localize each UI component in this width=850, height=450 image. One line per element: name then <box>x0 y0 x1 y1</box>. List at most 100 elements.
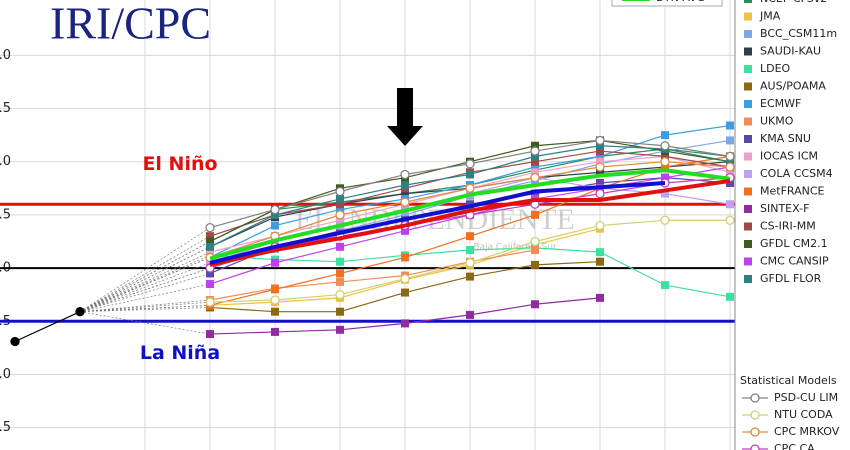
average-line <box>209 180 666 265</box>
legend-label: MetFRANCE <box>760 185 825 198</box>
threshold-label: La Niña <box>140 342 220 364</box>
legend-label: CMC CANSIP <box>760 255 829 268</box>
point <box>10 336 20 347</box>
legend-label: GFDL CM2.1 <box>760 237 828 250</box>
point <box>530 146 540 156</box>
connector <box>79 267 211 313</box>
point <box>531 246 539 254</box>
connector <box>79 235 211 313</box>
legend-heading: Statistical Models <box>740 374 837 387</box>
legend-swatch <box>744 47 752 56</box>
legend-swatch <box>744 222 752 231</box>
point <box>531 300 539 309</box>
point <box>205 297 215 307</box>
legend-swatch <box>750 410 760 420</box>
point <box>401 253 409 262</box>
point <box>531 157 539 166</box>
point <box>531 260 539 269</box>
connector <box>79 246 211 313</box>
connector <box>79 227 211 312</box>
legend-label: PSD-CU LIM <box>774 391 838 404</box>
legend-swatch <box>744 257 752 266</box>
point <box>596 248 604 257</box>
point <box>336 325 344 334</box>
legend-swatch <box>750 427 760 437</box>
point <box>466 200 474 209</box>
point <box>465 159 475 169</box>
legend-swatch <box>744 30 752 38</box>
point <box>206 269 214 278</box>
point <box>466 170 474 179</box>
average-line <box>209 178 731 267</box>
point <box>336 269 344 278</box>
point <box>206 232 214 241</box>
legend-label: SINTEX-F <box>760 202 809 215</box>
point <box>726 292 734 301</box>
legend-box <box>734 0 850 450</box>
legend-label: ECMWF <box>760 97 801 110</box>
point <box>725 151 735 162</box>
point <box>661 163 669 172</box>
point <box>596 293 604 302</box>
legend-label: NTU CODA <box>774 408 833 421</box>
arrow <box>387 88 423 146</box>
point <box>271 210 279 219</box>
legend-swatch <box>750 393 760 403</box>
point <box>596 257 604 266</box>
legend-label: DYN AVG <box>656 0 705 4</box>
legend: NCEP CFSv2 JMA BCC_CSM11m SAUDI-KAU LDEO AUS/… <box>734 0 850 450</box>
point <box>530 173 540 183</box>
point <box>401 189 409 198</box>
legend-label: JMA <box>759 10 781 23</box>
legend-label: NCEP CFSv2 <box>760 0 827 5</box>
point <box>401 210 409 219</box>
point <box>531 168 539 177</box>
point <box>270 295 280 305</box>
point <box>726 168 734 177</box>
point <box>336 226 344 235</box>
point <box>531 163 539 172</box>
point <box>205 223 215 233</box>
point <box>336 194 344 203</box>
point <box>206 330 214 339</box>
legend-label: UKMO <box>760 115 794 128</box>
plot <box>10 121 735 347</box>
connector <box>79 301 211 313</box>
y-tick-label: 1.0 <box>0 154 11 169</box>
connector <box>79 299 211 313</box>
legend-swatch <box>744 152 752 161</box>
point <box>661 173 669 182</box>
connector <box>79 311 211 335</box>
legend-label: KMA SNU <box>760 132 811 145</box>
y-tick-label: -1.5 <box>0 420 11 435</box>
legend-label: CPC CA <box>774 442 815 450</box>
point <box>401 226 409 235</box>
point <box>726 136 734 145</box>
point <box>336 257 344 266</box>
y-tick-label: 2.0 <box>0 48 11 63</box>
point <box>726 178 734 187</box>
point <box>596 147 604 156</box>
point <box>596 157 604 166</box>
point <box>595 220 605 231</box>
point <box>661 189 669 198</box>
connector <box>79 273 211 313</box>
point <box>660 215 670 225</box>
point <box>336 205 344 214</box>
series-line <box>14 311 81 343</box>
threshold-label: El Niño <box>142 153 217 175</box>
point <box>661 131 669 140</box>
legend-label: SAUDI-KAU <box>760 45 821 58</box>
legend-swatch <box>744 0 752 3</box>
point <box>336 277 344 286</box>
point <box>466 232 474 241</box>
point <box>271 327 279 336</box>
connector <box>79 307 211 313</box>
legend-swatch <box>744 187 752 196</box>
y-tick-label: 1.5 <box>0 101 11 116</box>
connector <box>79 241 211 313</box>
point <box>596 178 604 187</box>
